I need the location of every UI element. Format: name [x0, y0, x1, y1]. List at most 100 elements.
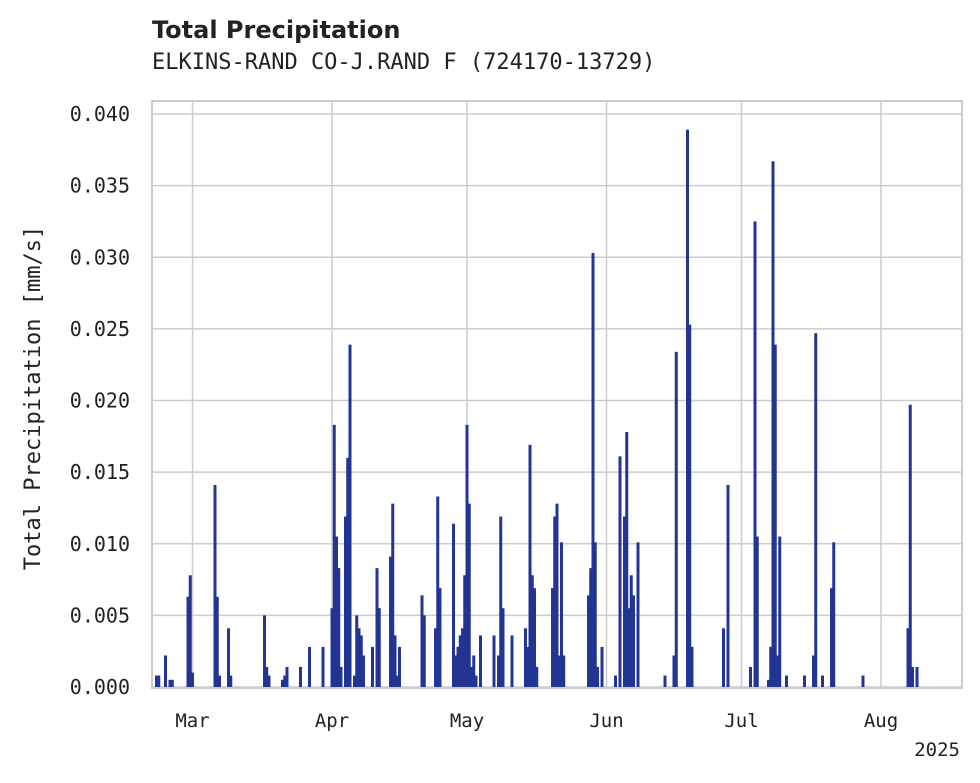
precip-bar [524, 628, 527, 687]
precip-bar [688, 324, 692, 687]
x-tick-label: Aug [864, 710, 898, 732]
precip-bar [830, 588, 833, 687]
precip-bar [461, 628, 464, 687]
precip-bar [629, 575, 633, 687]
grid [152, 101, 962, 688]
precip-bar [591, 252, 595, 687]
precip-bar [778, 536, 782, 687]
precip-bar [618, 456, 622, 687]
x-tick-label: Mar [175, 710, 209, 732]
precip-bar [528, 444, 532, 687]
precip-bar [339, 666, 343, 687]
precip-bar [227, 628, 230, 687]
precip-bar [465, 424, 469, 687]
precip-bar [501, 608, 505, 687]
precip-bar [535, 666, 539, 687]
precip-bar [377, 608, 381, 687]
precip-bar [335, 536, 338, 687]
chart-title: Total Precipitation [152, 16, 401, 44]
precip-bar [420, 595, 424, 687]
x-year-label: 2025 [914, 739, 960, 761]
precip-bar [299, 666, 302, 687]
precip-bar [755, 536, 759, 687]
precip-bar [906, 628, 910, 687]
chart-subtitle: ELKINS-RAND CO-J.RAND F (724170-13729) [152, 50, 656, 75]
precip-bar [281, 679, 284, 687]
precip-bar [170, 679, 174, 687]
precip-bar [686, 129, 689, 687]
precip-bar [157, 675, 161, 687]
precip-bar [186, 596, 190, 687]
precip-bar [911, 666, 914, 687]
precip-bar [596, 666, 599, 687]
precip-bar [499, 516, 503, 687]
precip-bar [393, 635, 397, 687]
precip-bar [215, 596, 219, 687]
y-axis-label: Total Precipitation [mm/s] [21, 226, 46, 570]
bar-series [155, 129, 919, 687]
x-tick-label: Jun [589, 710, 623, 732]
precip-bar [479, 635, 482, 687]
precip-bar [395, 675, 399, 687]
y-tick-label: 0.010 [70, 532, 130, 556]
precip-bar [353, 675, 356, 687]
precip-bar [627, 608, 631, 687]
precip-bar [344, 516, 347, 687]
precip-bar [526, 646, 530, 687]
x-tick-label: Jul [724, 710, 758, 732]
precip-bar [332, 424, 336, 687]
y-tick-label: 0.015 [70, 460, 130, 484]
precip-bar [812, 655, 815, 687]
precip-bar [355, 615, 359, 687]
precip-bar [553, 516, 557, 687]
precip-bar [551, 588, 554, 687]
precip-bar [229, 675, 233, 687]
precip-bar [438, 588, 442, 687]
precip-bar [308, 646, 311, 687]
precip-bar [218, 675, 221, 687]
precip-bar [555, 503, 559, 687]
x-axis: Mar Apr May Jun Jul Aug 2025 [175, 710, 960, 761]
precip-bar [472, 655, 476, 687]
precip-bar [155, 675, 158, 687]
precip-bar [213, 485, 217, 687]
y-tick-label: 0.020 [70, 389, 130, 413]
precip-bar [767, 679, 770, 687]
precip-bar [391, 503, 395, 687]
precip-bar [821, 675, 824, 687]
x-tick-label: Apr [315, 710, 349, 732]
precip-bar [861, 675, 865, 687]
precip-bar [625, 432, 629, 687]
precip-bar [359, 635, 363, 687]
precip-bar [614, 675, 617, 687]
precip-bar [776, 655, 779, 687]
precip-bar [600, 646, 604, 687]
y-tick-label: 0.030 [70, 245, 130, 269]
precip-bar [346, 457, 350, 687]
precip-bar [672, 655, 676, 687]
precip-bar [623, 516, 626, 687]
precip-bar [265, 666, 269, 687]
y-tick-label: 0.005 [70, 603, 130, 627]
precip-bar [674, 351, 678, 687]
precip-bar [749, 666, 752, 687]
precip-bar [263, 615, 266, 687]
precip-bar [375, 568, 379, 687]
precip-bar [371, 646, 374, 687]
precip-bar [769, 646, 773, 687]
precip-bar [434, 628, 437, 687]
precip-bar [330, 608, 334, 687]
precip-bar [474, 675, 478, 687]
precip-bar [533, 588, 536, 687]
precip-bar [636, 542, 640, 687]
precip-bar [722, 628, 725, 687]
precip-bar [436, 496, 440, 687]
y-tick-label: 0.040 [70, 102, 130, 126]
precip-bar [467, 503, 471, 687]
precip-bar [803, 675, 806, 687]
precip-bar [497, 655, 500, 687]
precip-bar [915, 666, 919, 687]
y-tick-label: 0.025 [70, 317, 130, 341]
precip-bar [283, 675, 287, 687]
